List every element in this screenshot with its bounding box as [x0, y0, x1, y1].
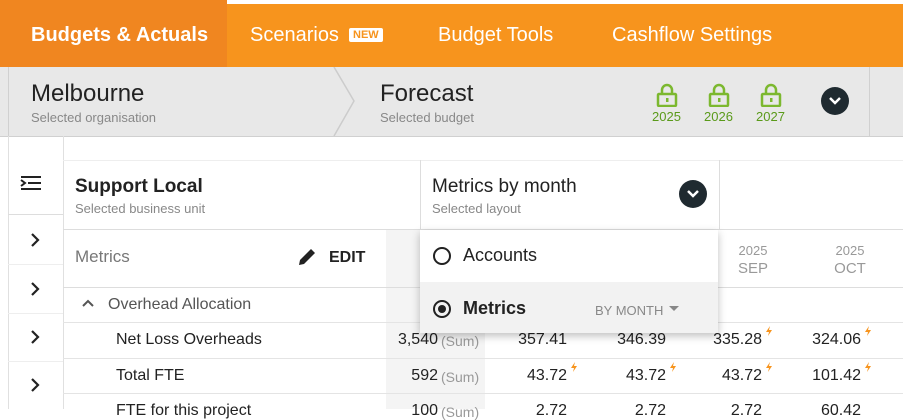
override-flag [865, 359, 871, 372]
expand-chevron[interactable] [29, 377, 41, 393]
cell-value[interactable]: 43.72 [625, 366, 666, 384]
cell-value[interactable]: 357.41 [518, 331, 567, 348]
table-header: Metrics [75, 247, 130, 266]
tab[interactable]: Budget Tools [438, 24, 554, 46]
layout-name[interactable]: Metrics by month [432, 176, 577, 197]
menu-icon[interactable] [20, 175, 42, 191]
column-year: 2025 [738, 243, 768, 258]
radio-selected[interactable] [433, 300, 451, 318]
cell-value[interactable]: 2.72 [634, 402, 666, 419]
locked-year: 2027 [756, 109, 785, 124]
total-note: (Sum) [441, 333, 480, 349]
column-month: OCT [834, 260, 866, 277]
separator [333, 67, 355, 136]
row-divider [63, 357, 903, 359]
row-divider [63, 393, 903, 394]
row-label: FTE for this project [116, 402, 252, 419]
total-note: (Sum) [441, 404, 480, 420]
context-bar [0, 67, 903, 137]
menu-option[interactable]: Metrics [463, 298, 527, 318]
row-divider [8, 264, 63, 265]
edit-icon[interactable] [296, 246, 318, 268]
organisation-name[interactable]: Melbourne [31, 80, 145, 107]
context-dropdown[interactable] [821, 87, 849, 115]
layout-dropdown[interactable] [679, 180, 707, 208]
group-label[interactable]: Overhead Allocation [108, 296, 252, 313]
tab[interactable]: Scenarios [250, 24, 339, 46]
cell-value[interactable]: 2.72 [730, 402, 762, 419]
menu-selected-bg [420, 282, 718, 333]
expand-chevron[interactable] [29, 329, 41, 345]
locked-year: 2026 [704, 109, 733, 124]
override-flag [766, 323, 772, 336]
business-unit[interactable]: Support Local [75, 176, 203, 197]
row-total: 3,540 [397, 331, 438, 348]
cell-value[interactable]: 2.72 [535, 402, 567, 419]
cell-value[interactable]: 43.72 [721, 366, 762, 384]
column-month: SEP [737, 260, 768, 277]
cell-value[interactable]: 101.42 [812, 366, 861, 384]
row-label: Total FTE [116, 366, 185, 384]
collapse-icon[interactable] [81, 298, 95, 308]
lock-icon[interactable] [656, 83, 678, 108]
metrics-mode[interactable]: BY MONTH [595, 303, 664, 318]
tab[interactable]: Budgets & Actuals [31, 24, 209, 46]
cell-value[interactable]: 43.72 [526, 366, 567, 384]
tab[interactable]: Cashflow Settings [612, 24, 773, 46]
organisation-label: Selected organisation [31, 110, 157, 125]
business-unit-label: Selected business unit [75, 201, 206, 216]
locked-year: 2025 [652, 109, 681, 124]
row-total: 100 [411, 402, 438, 419]
lock-icon[interactable] [760, 83, 782, 108]
override-flag [670, 359, 676, 372]
lock-icon[interactable] [708, 83, 730, 108]
radio[interactable] [433, 247, 451, 265]
expand-chevron[interactable] [29, 232, 41, 248]
edit-button[interactable]: EDIT [329, 249, 366, 266]
budget-name[interactable]: Forecast [380, 80, 474, 107]
row-divider [8, 313, 63, 314]
row-label: Net Loss Overheads [116, 331, 262, 348]
cell-value[interactable]: 324.06 [812, 331, 861, 348]
menu-option[interactable]: Accounts [463, 245, 538, 265]
override-flag [571, 359, 577, 372]
cell-value[interactable]: 346.39 [617, 331, 666, 348]
mode-caret [669, 306, 679, 311]
total-note: (Sum) [441, 368, 480, 385]
layout-label: Selected layout [432, 201, 521, 216]
row-divider [8, 361, 63, 362]
active-tab-bg [0, 0, 227, 67]
cell-value[interactable]: 335.28 [713, 331, 762, 348]
budget-label: Selected budget [380, 110, 474, 125]
row-total: 592 [411, 366, 438, 384]
override-flag [865, 323, 871, 336]
new-badge: NEW [349, 28, 383, 42]
column-year: 2025 [835, 243, 865, 258]
cell-value[interactable]: 60.42 [820, 402, 861, 419]
expand-chevron[interactable] [29, 281, 41, 297]
override-flag [766, 359, 772, 372]
